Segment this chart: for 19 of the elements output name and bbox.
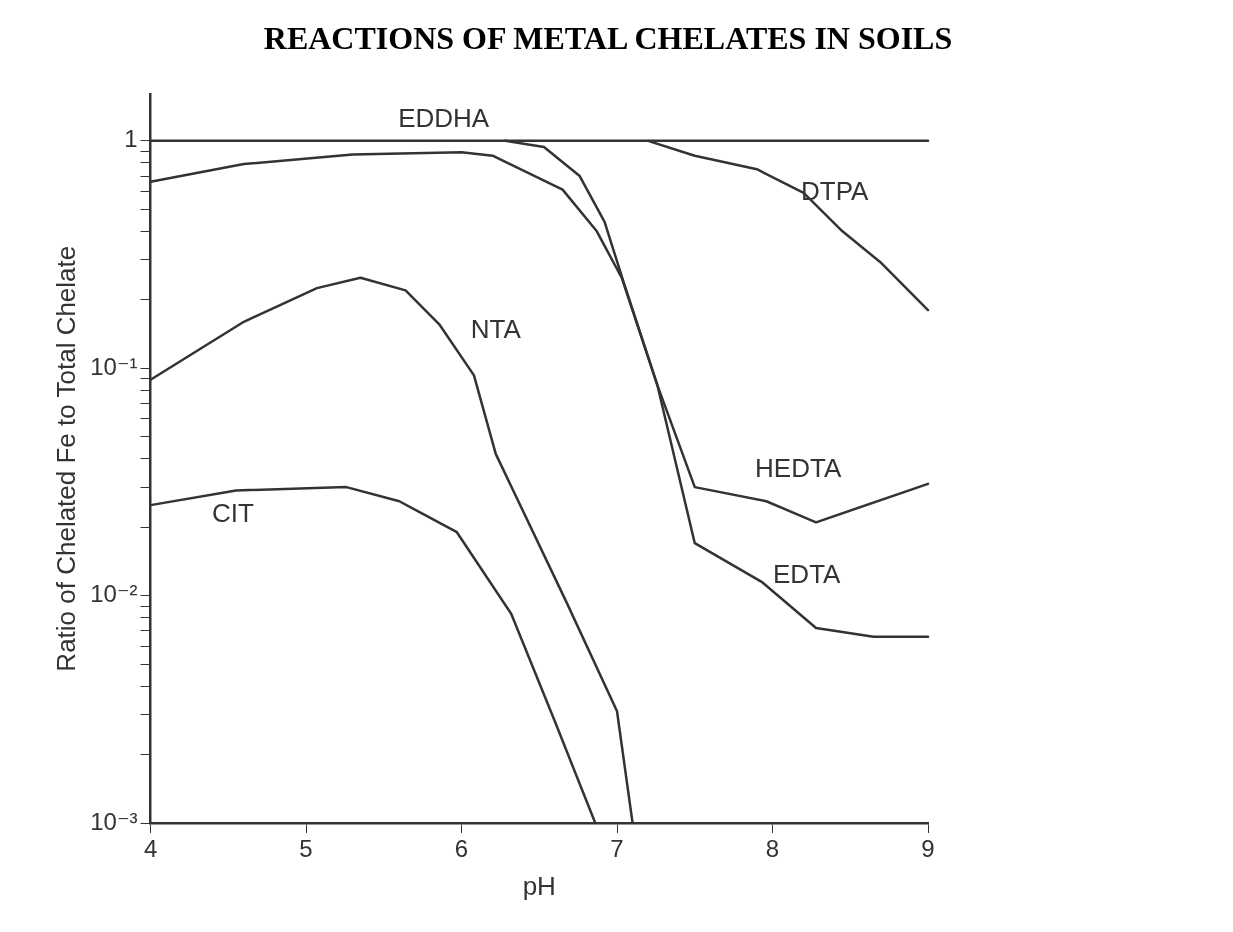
- series-label: EDTA: [773, 559, 842, 590]
- y-axis-title: Ratio of Chelated Fe to Total Chelate: [50, 245, 81, 672]
- x-tick-label: 6: [454, 835, 469, 863]
- x-tick-label: 5: [299, 835, 313, 863]
- y-tick-label: 1: [124, 125, 138, 153]
- series-label: HEDTA: [755, 452, 842, 483]
- chart-title: REACTIONS OF METAL CHELATES IN SOILS: [262, 19, 954, 58]
- x-tick-label: 9: [921, 835, 935, 863]
- series-label: EDDHA: [398, 103, 490, 134]
- series-label: CIT: [212, 497, 255, 528]
- series-label: NTA: [470, 313, 522, 344]
- y-tick-label: 10⁻³: [90, 807, 138, 835]
- x-axis-title: pH: [522, 870, 556, 901]
- x-tick-label: 7: [610, 835, 624, 863]
- x-tick-label: 8: [765, 835, 780, 863]
- series-label: DTPA: [801, 175, 870, 206]
- y-tick-label: 10⁻¹: [90, 352, 138, 380]
- y-tick-label: 10⁻²: [90, 580, 138, 608]
- x-tick-label: 4: [143, 835, 158, 863]
